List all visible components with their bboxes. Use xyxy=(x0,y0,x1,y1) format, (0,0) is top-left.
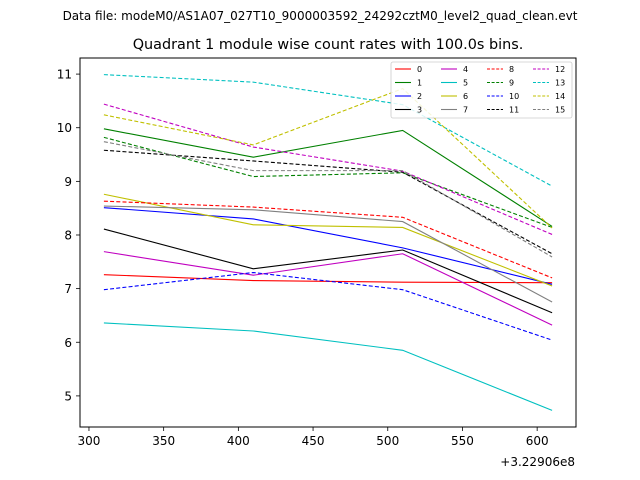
series-line-2 xyxy=(103,207,553,285)
x-tick-label: 300 xyxy=(78,434,101,448)
y-tick-label: 11 xyxy=(57,68,72,82)
y-tick-label: 9 xyxy=(64,175,72,189)
series-line-4 xyxy=(103,251,553,326)
legend-label-7: 7 xyxy=(463,105,468,114)
legend-label-9: 9 xyxy=(509,78,514,87)
series-line-3 xyxy=(103,228,553,314)
legend-label-4: 4 xyxy=(463,65,468,74)
legend-label-8: 8 xyxy=(509,65,514,74)
legend-label-12: 12 xyxy=(555,65,565,74)
series-line-7 xyxy=(103,205,553,303)
legend-label-0: 0 xyxy=(417,65,422,74)
y-tick-label: 6 xyxy=(64,336,72,350)
series-line-9 xyxy=(103,136,553,228)
legend-label-15: 15 xyxy=(555,105,565,114)
y-tick-label: 7 xyxy=(64,282,72,296)
legend-label-1: 1 xyxy=(417,78,422,87)
series-line-14 xyxy=(103,87,553,229)
series-line-15 xyxy=(103,141,553,258)
legend-label-5: 5 xyxy=(463,78,468,87)
legend-frame xyxy=(390,61,573,119)
figure-suptitle: Data file: modeM0/AS1A07_027T10_90000035… xyxy=(63,9,578,23)
series-line-13 xyxy=(103,74,553,187)
y-tick-label: 10 xyxy=(57,121,72,135)
y-tick-label: 8 xyxy=(64,228,72,242)
series-line-12 xyxy=(103,103,553,235)
series-line-10 xyxy=(103,271,553,341)
x-tick-label: 600 xyxy=(526,434,549,448)
legend-label-11: 11 xyxy=(509,105,519,114)
x-axis: 300 350 400 450 500 550 600 xyxy=(78,427,549,448)
plot-lines xyxy=(103,74,553,411)
x-tick-label: 400 xyxy=(227,434,250,448)
legend-label-10: 10 xyxy=(509,92,519,101)
legend-label-3: 3 xyxy=(417,105,422,114)
x-tick-label: 450 xyxy=(302,434,325,448)
series-line-1 xyxy=(103,128,553,227)
series-line-8 xyxy=(103,200,553,279)
series-line-6 xyxy=(103,193,553,287)
legend-label-6: 6 xyxy=(463,92,468,101)
x-tick-label: 500 xyxy=(376,434,399,448)
legend-label-2: 2 xyxy=(417,92,422,101)
axes-frame xyxy=(79,57,577,428)
y-axis: 5 6 7 8 9 10 11 xyxy=(57,68,80,403)
x-tick-label: 350 xyxy=(152,434,175,448)
chart-title: Quadrant 1 module wise count rates with … xyxy=(133,37,524,53)
x-axis-offset-label: +3.22906e8 xyxy=(500,455,575,469)
legend-label-13: 13 xyxy=(555,78,565,87)
series-line-5 xyxy=(103,322,553,411)
y-tick-label: 5 xyxy=(64,389,72,403)
x-tick-label: 550 xyxy=(451,434,474,448)
legend-label-14: 14 xyxy=(555,92,565,101)
